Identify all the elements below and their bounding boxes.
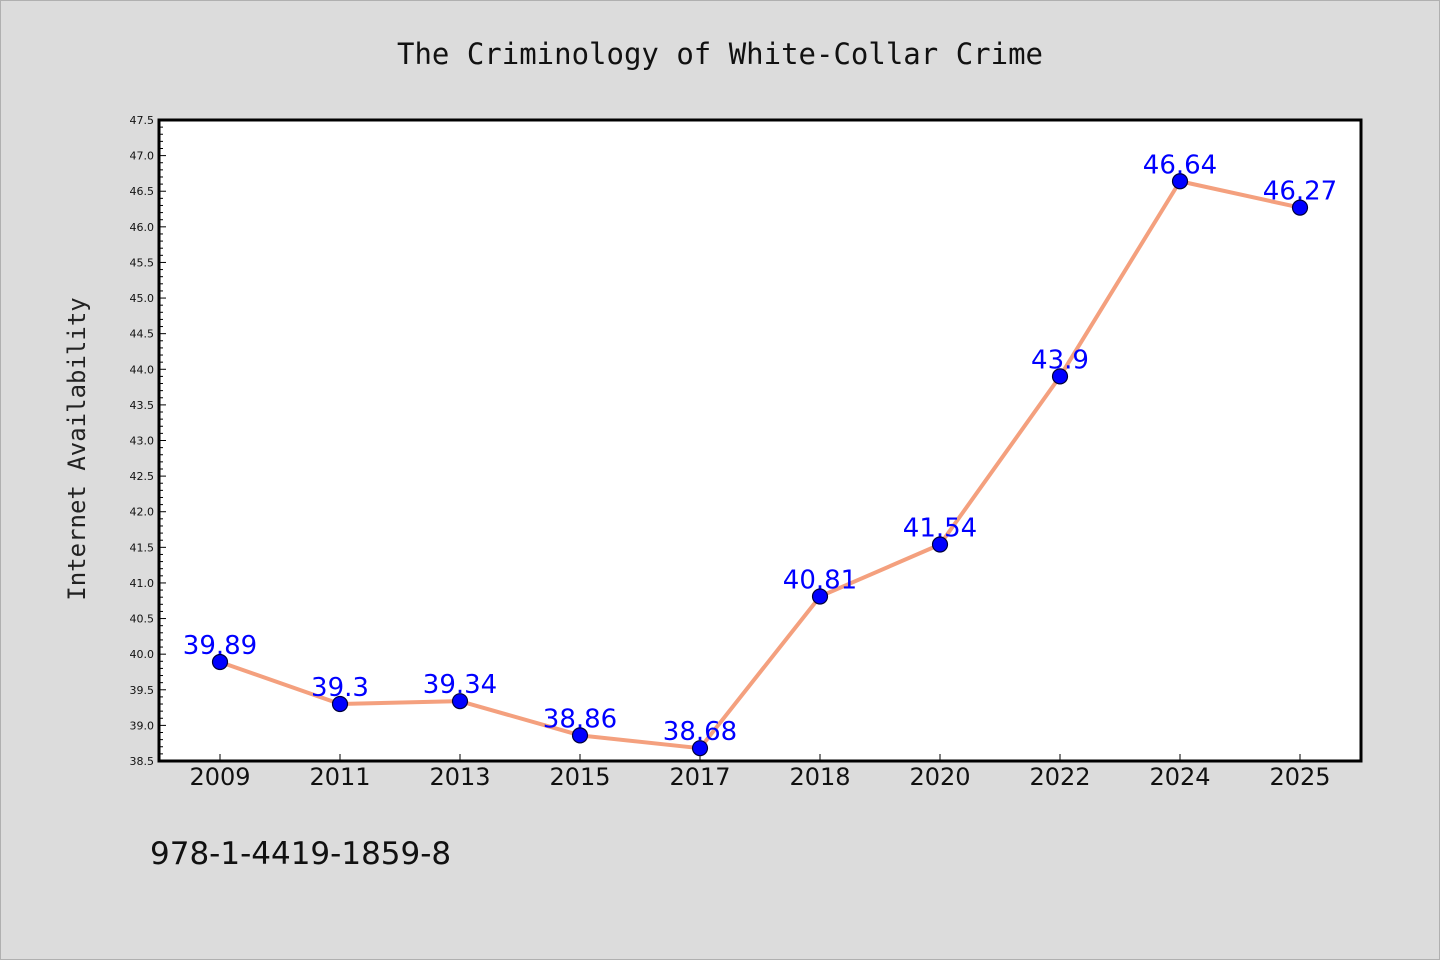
y-tick-label: 42.0 bbox=[130, 506, 155, 519]
data-label: 38.86 bbox=[543, 704, 617, 734]
y-tick-label: 46.0 bbox=[130, 221, 155, 234]
chart-title: The Criminology of White-Collar Crime bbox=[397, 37, 1043, 71]
x-tick-label: 2011 bbox=[309, 763, 370, 791]
y-tick-label: 40.5 bbox=[130, 613, 155, 626]
data-point bbox=[331, 695, 349, 713]
data-label: 39.3 bbox=[311, 673, 369, 703]
x-tick-label: 2009 bbox=[189, 763, 250, 791]
y-tick-label: 41.5 bbox=[130, 541, 155, 554]
y-tick-label: 40.0 bbox=[130, 648, 155, 661]
x-tick-label: 2013 bbox=[429, 763, 490, 791]
y-tick-label: 44.0 bbox=[130, 363, 155, 376]
y-axis-ticks: 38.5 39.0 39.5 40.0 40.5 41.0 41.5 42.0 42.5 43.0… bbox=[130, 114, 166, 768]
x-tick-label: 2024 bbox=[1149, 763, 1210, 791]
y-tick-label: 38.5 bbox=[130, 755, 155, 768]
y-tick-label: 41.0 bbox=[130, 577, 155, 590]
y-axis-label: Internet Availability bbox=[63, 297, 91, 600]
x-tick-label: 2022 bbox=[1029, 763, 1090, 791]
y-tick-label: 47.5 bbox=[130, 114, 155, 127]
x-tick-label: 2018 bbox=[789, 763, 850, 791]
data-label: 43.9 bbox=[1031, 345, 1089, 375]
data-point bbox=[811, 588, 829, 605]
x-tick-label: 2020 bbox=[909, 763, 970, 791]
data-point bbox=[1051, 368, 1069, 385]
data-point bbox=[451, 693, 469, 710]
data-point bbox=[571, 727, 589, 744]
series-layer: 39.89 39.3 39.34 38.86 38.68 40.81 41.54 43.9 46… bbox=[183, 150, 1337, 757]
y-tick-label: 44.5 bbox=[130, 328, 155, 341]
y-tick-label: 45.0 bbox=[130, 292, 155, 305]
y-tick-label: 45.5 bbox=[130, 256, 155, 269]
plot-area bbox=[159, 120, 1361, 761]
x-tick-label: 2025 bbox=[1269, 763, 1330, 791]
series-line bbox=[218, 179, 1302, 751]
data-label: 46.27 bbox=[1263, 177, 1337, 207]
isbn-annotation: 978-1-4419-1859-8 bbox=[150, 836, 451, 872]
data-point bbox=[931, 536, 949, 553]
data-point bbox=[1171, 173, 1189, 190]
data-point bbox=[1291, 199, 1309, 216]
y-tick-label: 39.0 bbox=[130, 719, 155, 732]
x-axis-ticks: 2009 2011 2013 2015 2017 2018 2020 2022 2024 2025 bbox=[189, 754, 1331, 791]
y-tick-label: 47.0 bbox=[130, 150, 155, 163]
x-tick-label: 2017 bbox=[669, 763, 730, 791]
data-label: 39.34 bbox=[423, 670, 497, 700]
data-label: 41.54 bbox=[903, 513, 977, 543]
data-point bbox=[691, 740, 709, 757]
data-point bbox=[211, 653, 229, 671]
data-label: 46.64 bbox=[1143, 150, 1217, 180]
x-tick-label: 2015 bbox=[549, 763, 610, 791]
y-tick-label: 39.5 bbox=[130, 684, 155, 697]
data-label: 38.68 bbox=[663, 717, 737, 747]
y-tick-label: 46.5 bbox=[130, 185, 155, 198]
y-tick-label: 42.5 bbox=[130, 470, 155, 483]
data-label: 39.89 bbox=[183, 631, 257, 661]
y-tick-label: 43.0 bbox=[130, 435, 155, 448]
plot-border bbox=[157, 118, 1363, 763]
y-tick-label: 43.5 bbox=[130, 399, 155, 412]
data-label: 40.81 bbox=[783, 565, 857, 595]
